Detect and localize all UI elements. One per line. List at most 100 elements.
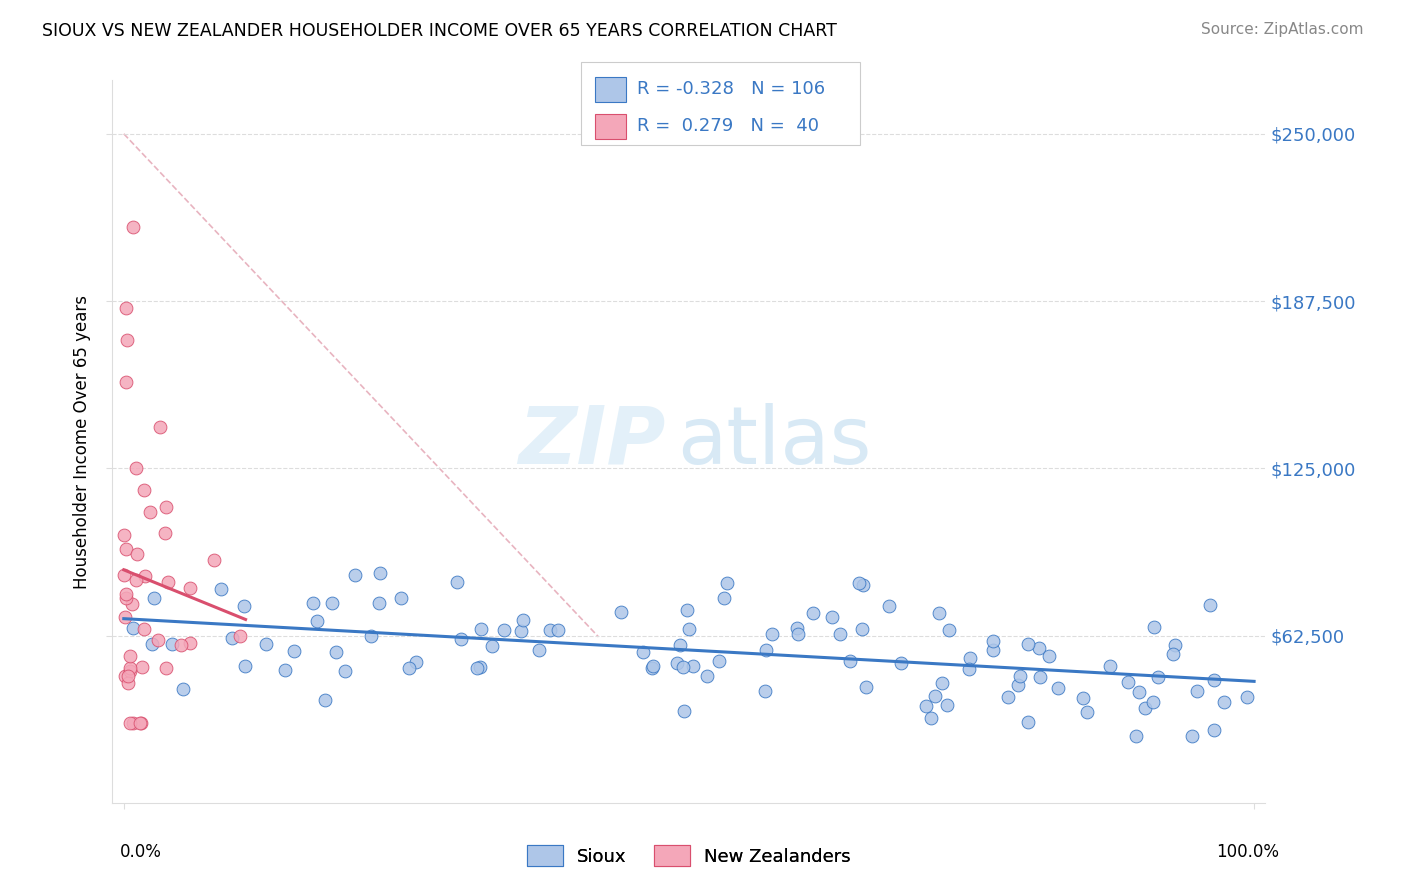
Point [1202, 673, 1225, 687]
Point [118, 664, 141, 678]
Point [981, 633, 1004, 648]
Point [131, 660, 153, 674]
Point [122, 621, 145, 635]
Point [1071, 691, 1094, 706]
Point [959, 651, 981, 665]
Point [125, 547, 148, 561]
Point [470, 622, 492, 636]
Point [1187, 684, 1209, 698]
Point [153, 525, 176, 540]
Point [938, 623, 960, 637]
Point [115, 333, 138, 347]
Point [179, 582, 201, 596]
Point [112, 527, 135, 541]
Point [325, 644, 347, 658]
Point [321, 596, 343, 610]
Point [1008, 668, 1031, 682]
Point [924, 689, 946, 703]
Point [115, 591, 138, 606]
Point [931, 676, 953, 690]
Point [302, 595, 325, 609]
Point [527, 643, 550, 657]
Point [121, 715, 143, 730]
Point [398, 661, 420, 675]
Point [830, 627, 852, 641]
Point [713, 591, 735, 605]
Point [981, 643, 1004, 657]
Point [696, 669, 718, 683]
Point [1017, 637, 1039, 651]
Point [209, 582, 232, 596]
Point [512, 613, 534, 627]
Point [668, 638, 690, 652]
Point [997, 690, 1019, 704]
Point [1142, 695, 1164, 709]
Point [1038, 648, 1060, 663]
Point [124, 461, 146, 475]
Point [367, 596, 389, 610]
Point [179, 636, 201, 650]
Text: ZIP: ZIP [519, 402, 666, 481]
Point [1125, 729, 1147, 743]
Point [676, 603, 699, 617]
Point [786, 627, 808, 641]
Point [1098, 658, 1121, 673]
Point [121, 220, 143, 235]
Point [125, 573, 148, 587]
Legend: Sioux, New Zealanders: Sioux, New Zealanders [520, 838, 858, 873]
Point [914, 698, 936, 713]
Point [221, 632, 243, 646]
Point [877, 599, 900, 614]
Point [114, 669, 136, 683]
Point [754, 684, 776, 698]
Point [118, 661, 141, 675]
Point [1128, 685, 1150, 699]
Point [283, 644, 305, 658]
Point [229, 629, 252, 643]
Point [848, 575, 870, 590]
Point [609, 605, 631, 619]
Point [1236, 690, 1258, 705]
Point [1199, 599, 1222, 613]
Point [801, 606, 824, 620]
Point [204, 553, 226, 567]
Point [155, 500, 177, 515]
Point [149, 420, 172, 434]
Point [112, 567, 135, 582]
Point [1181, 729, 1204, 743]
Point [920, 711, 942, 725]
Point [1076, 705, 1098, 719]
Point [360, 629, 382, 643]
Point [1046, 681, 1069, 695]
Point [156, 575, 179, 590]
Point [368, 566, 391, 580]
Point [254, 637, 277, 651]
Point [115, 301, 138, 315]
Text: R = -0.328   N = 106: R = -0.328 N = 106 [637, 80, 825, 98]
Point [115, 542, 138, 557]
Point [641, 661, 664, 675]
Point [641, 659, 664, 673]
Point [492, 623, 515, 637]
Point [928, 607, 950, 621]
Point [170, 638, 193, 652]
Point [233, 659, 256, 673]
Point [510, 624, 533, 638]
Point [1028, 670, 1050, 684]
Point [957, 662, 980, 676]
Text: 0.0%: 0.0% [120, 843, 162, 861]
Point [672, 660, 695, 674]
Point [1135, 701, 1157, 715]
Point [1163, 638, 1185, 652]
Point [138, 505, 160, 519]
Point [132, 622, 155, 636]
Point [114, 610, 136, 624]
Point [172, 681, 194, 696]
Point [333, 664, 356, 678]
Text: Source: ZipAtlas.com: Source: ZipAtlas.com [1201, 22, 1364, 37]
Point [389, 591, 412, 606]
Point [120, 648, 142, 663]
Point [141, 637, 163, 651]
Point [132, 483, 155, 497]
Point [936, 698, 959, 712]
